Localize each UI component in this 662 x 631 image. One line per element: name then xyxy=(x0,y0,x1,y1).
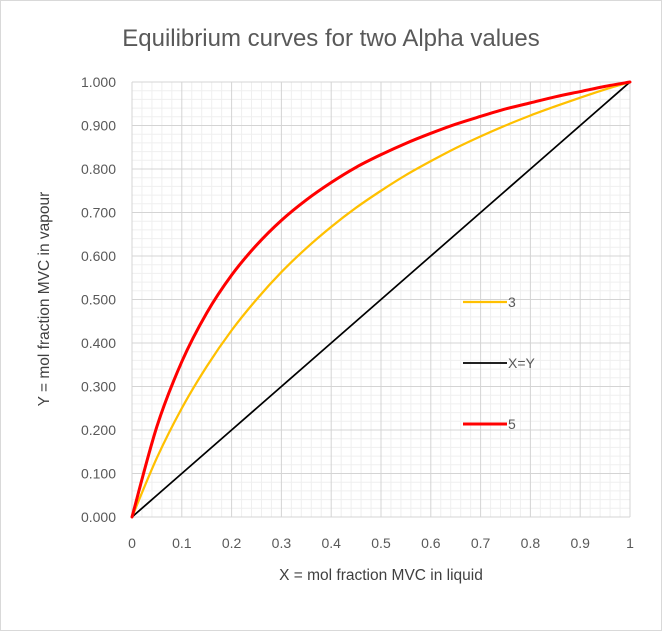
legend-label: X=Y xyxy=(508,355,536,371)
x-tick-label: 0.3 xyxy=(272,535,292,551)
x-tick-label: 0.1 xyxy=(172,535,192,551)
y-tick-label: 0.200 xyxy=(81,422,116,438)
legend: 3 X=Y 5 xyxy=(463,294,536,432)
x-tick-label: 0 xyxy=(128,535,136,551)
x-tick-label: 0.9 xyxy=(570,535,590,551)
y-tick-label: 0.100 xyxy=(81,466,116,482)
y-tick-label: 0.700 xyxy=(81,205,116,221)
x-tick-label: 0.5 xyxy=(371,535,391,551)
series-line xyxy=(130,80,632,519)
series-line xyxy=(131,81,631,518)
y-tick-labels: 0.000 0.100 0.200 0.300 0.400 0.500 0.600 0.700… xyxy=(81,74,116,525)
legend-label: 5 xyxy=(508,416,516,432)
x-tick-label: 0.6 xyxy=(421,535,441,551)
y-axis-title: Y = mol fraction MVC in vapour xyxy=(36,192,53,407)
series-lines xyxy=(130,80,632,519)
x-tick-labels: 0 0.1 0.2 0.3 0.4 0.5 0.6 0.7 0.8 0.9 1 xyxy=(128,535,634,551)
y-tick-label: 0.800 xyxy=(81,161,116,177)
y-tick-label: 1.000 xyxy=(81,74,116,90)
y-tick-label: 0.900 xyxy=(81,118,116,134)
x-tick-label: 1 xyxy=(626,535,634,551)
chart-title: Equilibrium curves for two Alpha values xyxy=(122,25,540,52)
x-tick-label: 0.4 xyxy=(321,535,341,551)
x-axis-title: X = mol fraction MVC in liquid xyxy=(279,567,483,584)
x-tick-label: 0.7 xyxy=(471,535,491,551)
series-line xyxy=(130,80,632,519)
y-tick-label: 0.400 xyxy=(81,335,116,351)
y-tick-label: 0.600 xyxy=(81,248,116,264)
legend-label: 3 xyxy=(508,294,516,310)
x-tick-label: 0.2 xyxy=(222,535,242,551)
x-tick-label: 0.8 xyxy=(521,535,541,551)
y-tick-label: 0.300 xyxy=(81,379,116,395)
y-tick-label: 0.000 xyxy=(81,509,116,525)
y-tick-label: 0.500 xyxy=(81,292,116,308)
